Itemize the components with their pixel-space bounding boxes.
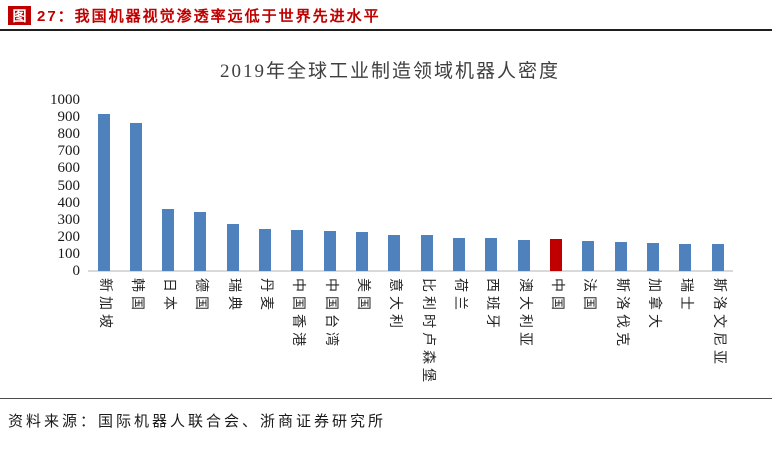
x-axis-label: 斯洛文尼亚 bbox=[710, 278, 726, 368]
bar-荷兰 bbox=[452, 237, 465, 271]
y-axis-tick-label: 100 bbox=[57, 245, 81, 262]
x-axis-label: 丹麦 bbox=[258, 278, 274, 314]
x-axis-label: 西班牙 bbox=[484, 278, 500, 332]
x-axis-label: 新加坡 bbox=[96, 278, 112, 332]
x-axis-label: 斯洛伐克 bbox=[613, 278, 629, 350]
bar-意大利 bbox=[388, 234, 401, 271]
bar-比利时卢森堡 bbox=[420, 234, 433, 271]
x-axis-label: 日本 bbox=[161, 278, 177, 314]
x-axis-label: 澳大利亚 bbox=[516, 278, 532, 350]
figure-caption: 27：我国机器视觉渗透率远低于世界先进水平 bbox=[37, 8, 381, 25]
bar-法国 bbox=[582, 240, 595, 271]
x-axis-label: 美国 bbox=[355, 278, 371, 314]
y-axis-tick-label: 800 bbox=[57, 126, 81, 143]
bar-西班牙 bbox=[485, 238, 498, 271]
bar-韩国 bbox=[129, 122, 142, 271]
header-divider bbox=[0, 29, 772, 31]
y-axis-tick-label: 900 bbox=[57, 109, 81, 126]
bar-德国 bbox=[194, 211, 207, 271]
y-axis-tick-label: 300 bbox=[57, 211, 81, 228]
bar-瑞士 bbox=[679, 244, 692, 271]
x-axis-label: 韩国 bbox=[128, 278, 144, 314]
chart-title: 2019年全球工业制造领域机器人密度 bbox=[219, 61, 560, 82]
y-axis-tick-label: 500 bbox=[57, 177, 81, 194]
y-axis-tick-label: 600 bbox=[57, 160, 81, 177]
y-axis-tick-label: 400 bbox=[57, 194, 81, 211]
x-axis-label: 荷兰 bbox=[451, 278, 467, 314]
figure-header: 图 27：我国机器视觉渗透率远低于世界先进水平 bbox=[8, 5, 381, 26]
bar-澳大利亚 bbox=[517, 239, 530, 271]
bar-中国 bbox=[549, 239, 562, 271]
bar-日本 bbox=[162, 208, 175, 271]
x-axis-label: 德国 bbox=[193, 278, 209, 314]
y-axis-tick-label: 200 bbox=[57, 228, 81, 245]
y-axis-tick-label: 1000 bbox=[50, 92, 80, 108]
figure-badge: 图 bbox=[8, 6, 31, 25]
source-note: 资料来源：国际机器人联合会、浙商证券研究所 bbox=[8, 414, 387, 430]
bar-中国香港 bbox=[291, 229, 304, 271]
x-axis-label: 瑞士 bbox=[678, 278, 694, 314]
bar-瑞典 bbox=[226, 224, 239, 271]
x-axis-label: 法国 bbox=[581, 278, 597, 314]
y-axis-tick-label: 0 bbox=[72, 263, 81, 279]
bar-加拿大 bbox=[646, 242, 659, 271]
bar-新加坡 bbox=[97, 114, 110, 271]
x-axis-label: 加拿大 bbox=[645, 278, 661, 332]
bar-美国 bbox=[356, 232, 369, 271]
x-axis-label: 中国台湾 bbox=[322, 278, 338, 350]
bar-斯洛文尼亚 bbox=[711, 244, 724, 271]
x-axis-label: 意大利 bbox=[387, 278, 403, 332]
y-axis-tick-label: 700 bbox=[57, 143, 81, 160]
x-axis-label: 中国香港 bbox=[290, 278, 306, 350]
x-axis-label: 中国 bbox=[548, 278, 564, 314]
bar-中国台湾 bbox=[323, 230, 336, 271]
bar-斯洛伐克 bbox=[614, 242, 627, 271]
bar-丹麦 bbox=[259, 229, 272, 271]
x-axis-label: 比利时卢森堡 bbox=[419, 278, 435, 386]
footer-divider bbox=[0, 398, 772, 399]
x-axis-line bbox=[88, 270, 733, 272]
x-axis-label: 瑞典 bbox=[225, 278, 241, 314]
